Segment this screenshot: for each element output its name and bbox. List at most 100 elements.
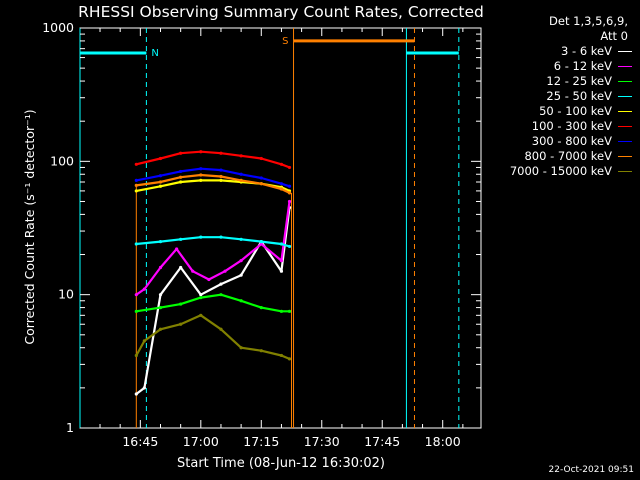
- y-axis-label: Corrected Count Rate (s⁻¹ detector⁻¹): [22, 109, 37, 344]
- legend-entry-label: 100 - 300 keV: [531, 119, 612, 133]
- x-tick-label: 17:30: [304, 434, 340, 449]
- series-point: [199, 293, 203, 297]
- legend-entry: 800 - 7000 keV: [482, 149, 632, 164]
- series-point: [199, 296, 203, 300]
- legend-entry-label: 3 - 6 keV: [561, 44, 612, 58]
- legend-entry: 6 - 12 keV: [482, 59, 632, 74]
- x-tick-label: 17:00: [183, 434, 219, 449]
- series-point: [158, 184, 163, 188]
- legend-swatch: [618, 96, 632, 97]
- series-point: [175, 247, 179, 251]
- series-point: [179, 322, 183, 326]
- series-point: [287, 184, 292, 188]
- series-point: [287, 199, 292, 204]
- series-point: [134, 178, 138, 182]
- series-point: [199, 167, 203, 171]
- series-point: [239, 237, 243, 241]
- series-point: [219, 235, 223, 239]
- y-tick-label: 100: [50, 153, 74, 168]
- series-point: [259, 182, 263, 186]
- legend-entry: 300 - 800 keV: [482, 134, 632, 149]
- series-point: [239, 273, 243, 277]
- series-point: [134, 189, 138, 193]
- legend-swatch: [618, 81, 632, 82]
- series-point: [179, 151, 183, 155]
- legend-entry-label: 6 - 12 keV: [553, 59, 612, 73]
- series-point: [134, 353, 138, 358]
- series-point: [219, 168, 223, 172]
- series-point: [191, 269, 195, 273]
- series-point: [158, 265, 163, 270]
- y-tick-label: 10: [58, 287, 74, 302]
- series-point: [199, 313, 203, 317]
- series-point: [287, 165, 292, 170]
- series-point: [287, 244, 292, 249]
- series-line: [136, 173, 290, 194]
- legend-swatch: [618, 126, 632, 127]
- x-axis-label: Start Time (08-Jun-12 16:30:02): [177, 456, 385, 471]
- series-point: [142, 386, 146, 390]
- series-point: [259, 240, 263, 244]
- legend: Det 1,3,5,6,9, Att 0 3 - 6 keV 6 - 12 keV…: [482, 14, 632, 179]
- series-point: [199, 150, 203, 154]
- legend-swatch: [618, 141, 632, 142]
- plot-frame: [79, 27, 482, 429]
- series-point: [199, 178, 203, 182]
- legend-entry: 50 - 100 keV: [482, 104, 632, 119]
- legend-entry-label: 800 - 7000 keV: [524, 149, 612, 163]
- series-point: [279, 182, 284, 186]
- legend-entry-label: 50 - 100 keV: [539, 104, 612, 118]
- legend-entry-label: 12 - 25 keV: [546, 74, 612, 88]
- series-point: [158, 327, 163, 331]
- series-point: [239, 178, 243, 182]
- legend-entry: 3 - 6 keV: [482, 44, 632, 59]
- series-point: [142, 339, 146, 343]
- legend-entry-label: 300 - 800 keV: [531, 134, 612, 148]
- series-point: [134, 162, 138, 166]
- series-line: [136, 150, 290, 169]
- series-point: [279, 309, 284, 313]
- series-point: [142, 287, 146, 291]
- legend-swatch: [618, 156, 632, 157]
- series-point: [287, 309, 292, 313]
- series-point: [287, 357, 292, 361]
- series-point: [279, 187, 284, 191]
- legend-entry: 100 - 300 keV: [482, 119, 632, 134]
- legend-entry: 7000 - 15000 keV: [482, 164, 632, 179]
- series-point: [158, 174, 163, 178]
- series-point: [219, 327, 223, 331]
- series-point: [259, 176, 263, 180]
- series-point: [134, 242, 138, 246]
- x-tick-label: 18:00: [425, 434, 461, 449]
- legend-title-line-2: Att 0: [600, 29, 628, 43]
- legend-swatch: [618, 171, 632, 172]
- series-point: [179, 265, 183, 270]
- series-point: [179, 180, 183, 184]
- series-point: [259, 242, 263, 246]
- chart-title: RHESSI Observing Summary Count Rates, Co…: [78, 3, 484, 21]
- legend-entry-label: 25 - 50 keV: [546, 89, 612, 103]
- series-point: [287, 191, 292, 195]
- series-point: [239, 346, 243, 350]
- legend-swatch: [618, 66, 632, 67]
- y-tick-label: 1000: [42, 20, 74, 35]
- axis-layer: 16:45 17:00 17:15 17:30 17:45 18:00 1 10 100 1000: [42, 20, 481, 449]
- legend-swatch: [618, 51, 632, 52]
- series-point: [279, 162, 284, 166]
- legend-entry: 12 - 25 keV: [482, 74, 632, 89]
- timestamp: 22-Oct-2021 09:51: [548, 465, 634, 475]
- series-point: [179, 302, 183, 306]
- series-point: [179, 175, 183, 179]
- series-point: [239, 299, 243, 303]
- series-line: [135, 207, 291, 395]
- series-point: [179, 237, 183, 241]
- series-point: [199, 173, 203, 177]
- series-point: [207, 277, 211, 282]
- series-point: [134, 309, 138, 313]
- x-tick-label: 17:15: [243, 434, 279, 449]
- series-point: [134, 293, 138, 297]
- series-point: [239, 154, 243, 158]
- x-tick-label: 16:45: [122, 434, 158, 449]
- x-tick-label: 17:45: [364, 434, 400, 449]
